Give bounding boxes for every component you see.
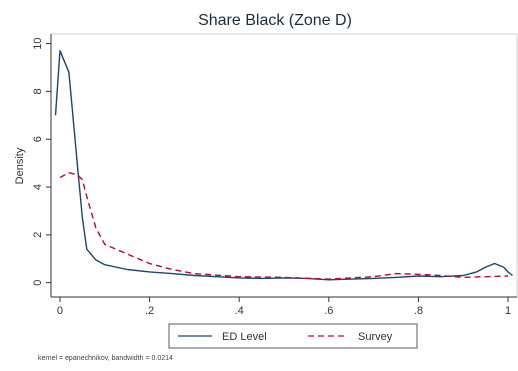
plot-frame xyxy=(50,33,518,298)
plot-area xyxy=(54,50,513,281)
x-tick-label: 0 xyxy=(57,305,63,317)
y-tick-label: 0 xyxy=(32,280,44,286)
chart-title: Share Black (Zone D) xyxy=(198,12,352,29)
y-tick-label: 10 xyxy=(32,37,44,49)
kernel-note: kernel = epanechnikov, bandwidth = 0.021… xyxy=(38,355,173,362)
x-tick-label: 1 xyxy=(505,305,511,317)
legend-label-ed-level: ED Level xyxy=(222,331,267,343)
y-tick-label: 8 xyxy=(32,88,44,94)
y-axis-label: Density xyxy=(14,147,26,184)
x-tick-label: .6 xyxy=(324,305,333,317)
series-line-ed-level xyxy=(54,50,513,281)
x-tick-label: .4 xyxy=(235,305,244,317)
y-tick-label: 2 xyxy=(32,232,44,238)
y-tick-label: 4 xyxy=(32,184,44,190)
legend-label-survey: Survey xyxy=(358,331,393,343)
series-line-survey xyxy=(59,172,509,280)
y-tick-label: 6 xyxy=(32,136,44,142)
legend: ED Level Survey xyxy=(168,323,418,349)
y-axis-ticks: 0 2 4 6 8 10 xyxy=(32,37,51,286)
x-axis-ticks: 0 .2 .4 .6 .8 1 xyxy=(57,297,511,317)
x-tick-label: .2 xyxy=(145,305,154,317)
x-tick-label: .8 xyxy=(414,305,423,317)
